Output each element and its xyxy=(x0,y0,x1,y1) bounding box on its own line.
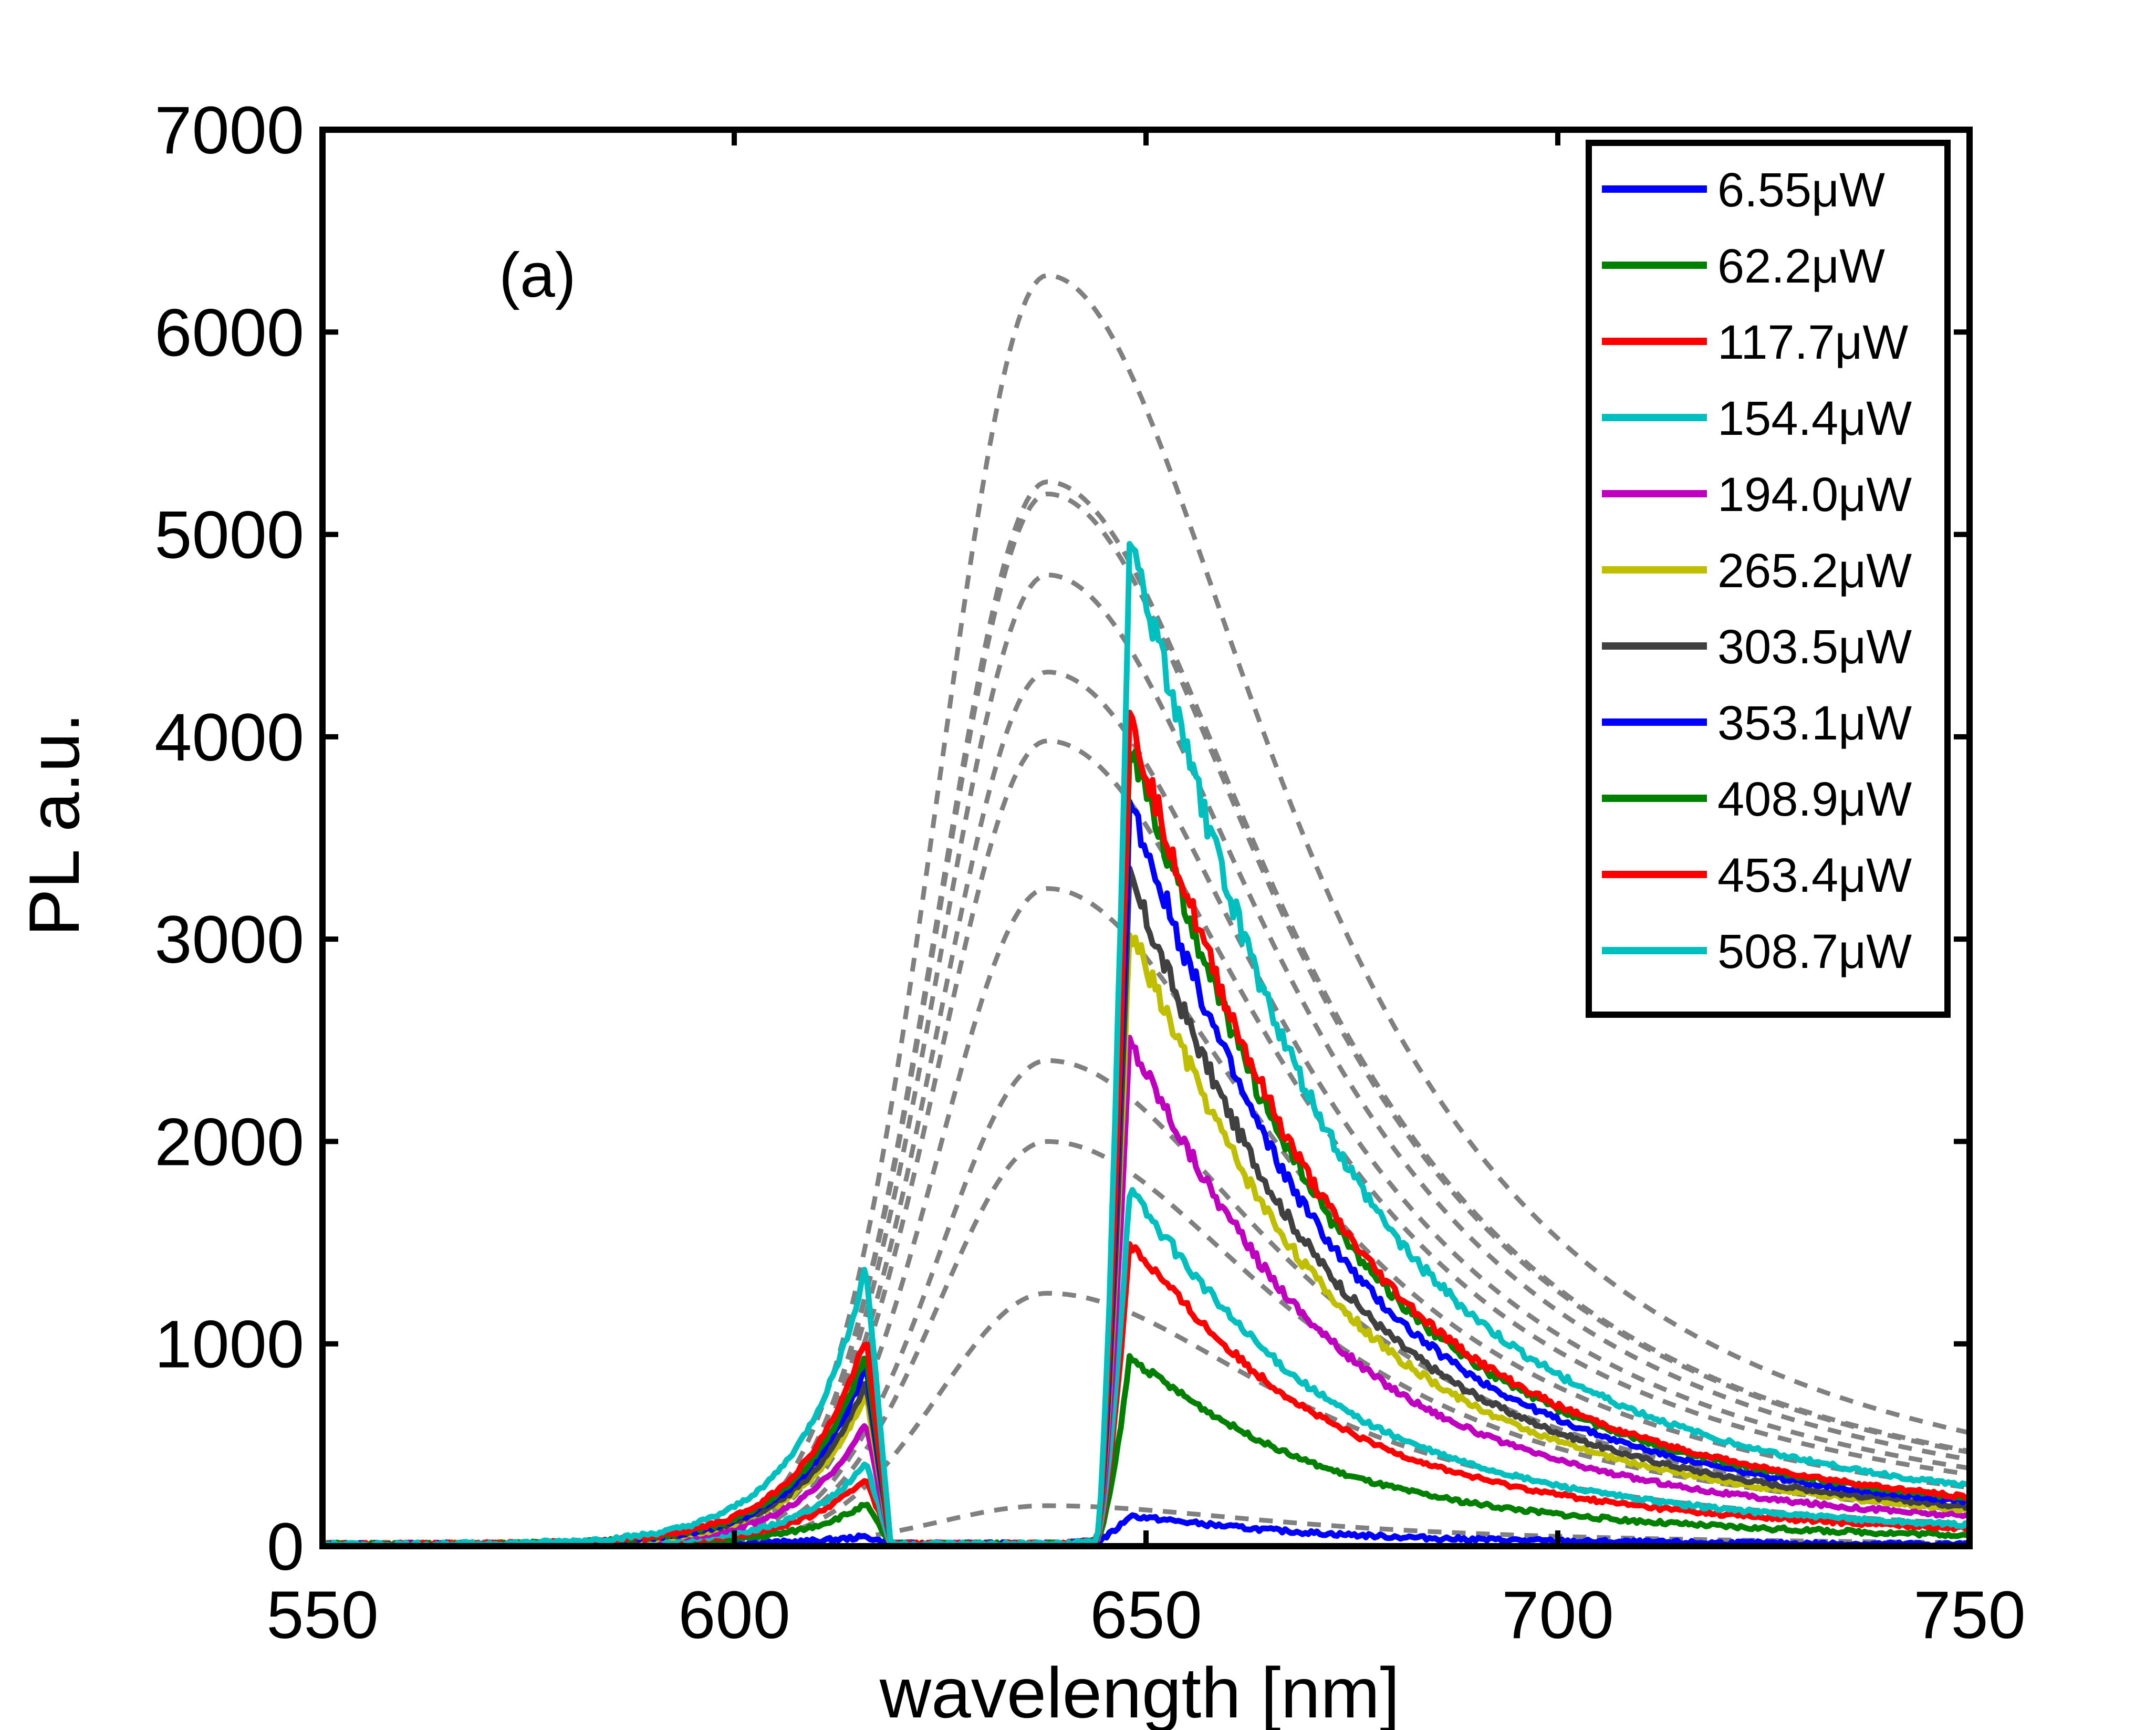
legend-label: 194.0μW xyxy=(1717,468,1912,522)
legend-label: 265.2μW xyxy=(1717,544,1912,598)
legend: 6.55μW 62.2μW 117.7μW 154.4μW 194.0μW 265.2μW… xyxy=(1586,140,1951,1018)
x-axis-label: wavelength [nm] xyxy=(879,1653,1400,1730)
series-line xyxy=(322,541,1969,1549)
legend-label: 303.5μW xyxy=(1717,620,1912,674)
legend-label: 353.1μW xyxy=(1717,696,1912,750)
y-tick-label: 2000 xyxy=(154,1104,304,1180)
x-tick-label: 700 xyxy=(1502,1578,1614,1653)
legend-label: 117.7μW xyxy=(1717,316,1908,369)
y-tick-label: 4000 xyxy=(154,700,304,775)
y-tick-label: 1000 xyxy=(154,1307,304,1382)
axis-ticks xyxy=(320,127,1972,1549)
legend-label: 6.55μW xyxy=(1717,163,1885,217)
fit-curve xyxy=(610,886,1970,1549)
y-tick-label: 3000 xyxy=(154,902,304,977)
fit-curve xyxy=(610,1139,1970,1549)
legend-label: 453.4μW xyxy=(1717,849,1912,902)
y-tick-label: 5000 xyxy=(154,498,304,573)
y-tick-label: 7000 xyxy=(154,93,304,168)
y-axis-label: PL a.u. xyxy=(14,713,94,936)
fit-curve xyxy=(610,273,1971,1548)
panel-label: (a) xyxy=(499,240,576,310)
x-tick-labels: 550 600 650 700 750 xyxy=(266,1578,2026,1653)
x-tick-label: 650 xyxy=(1090,1578,1202,1653)
legend-label: 62.2μW xyxy=(1717,239,1885,293)
legend-label: 154.4μW xyxy=(1717,392,1912,445)
fit-curve xyxy=(610,479,1970,1548)
y-tick-label: 0 xyxy=(267,1509,304,1585)
legend-label: 408.9μW xyxy=(1717,773,1912,826)
x-tick-label: 600 xyxy=(678,1578,790,1653)
x-tick-label: 550 xyxy=(266,1578,379,1653)
y-tick-labels: 0 1000 2000 3000 4000 5000 6000 7000 xyxy=(154,93,304,1585)
legend-label: 508.7μW xyxy=(1717,925,1912,978)
legend-box xyxy=(1586,140,1951,1018)
y-tick-label: 6000 xyxy=(154,295,304,370)
x-tick-label: 750 xyxy=(1913,1578,2026,1653)
